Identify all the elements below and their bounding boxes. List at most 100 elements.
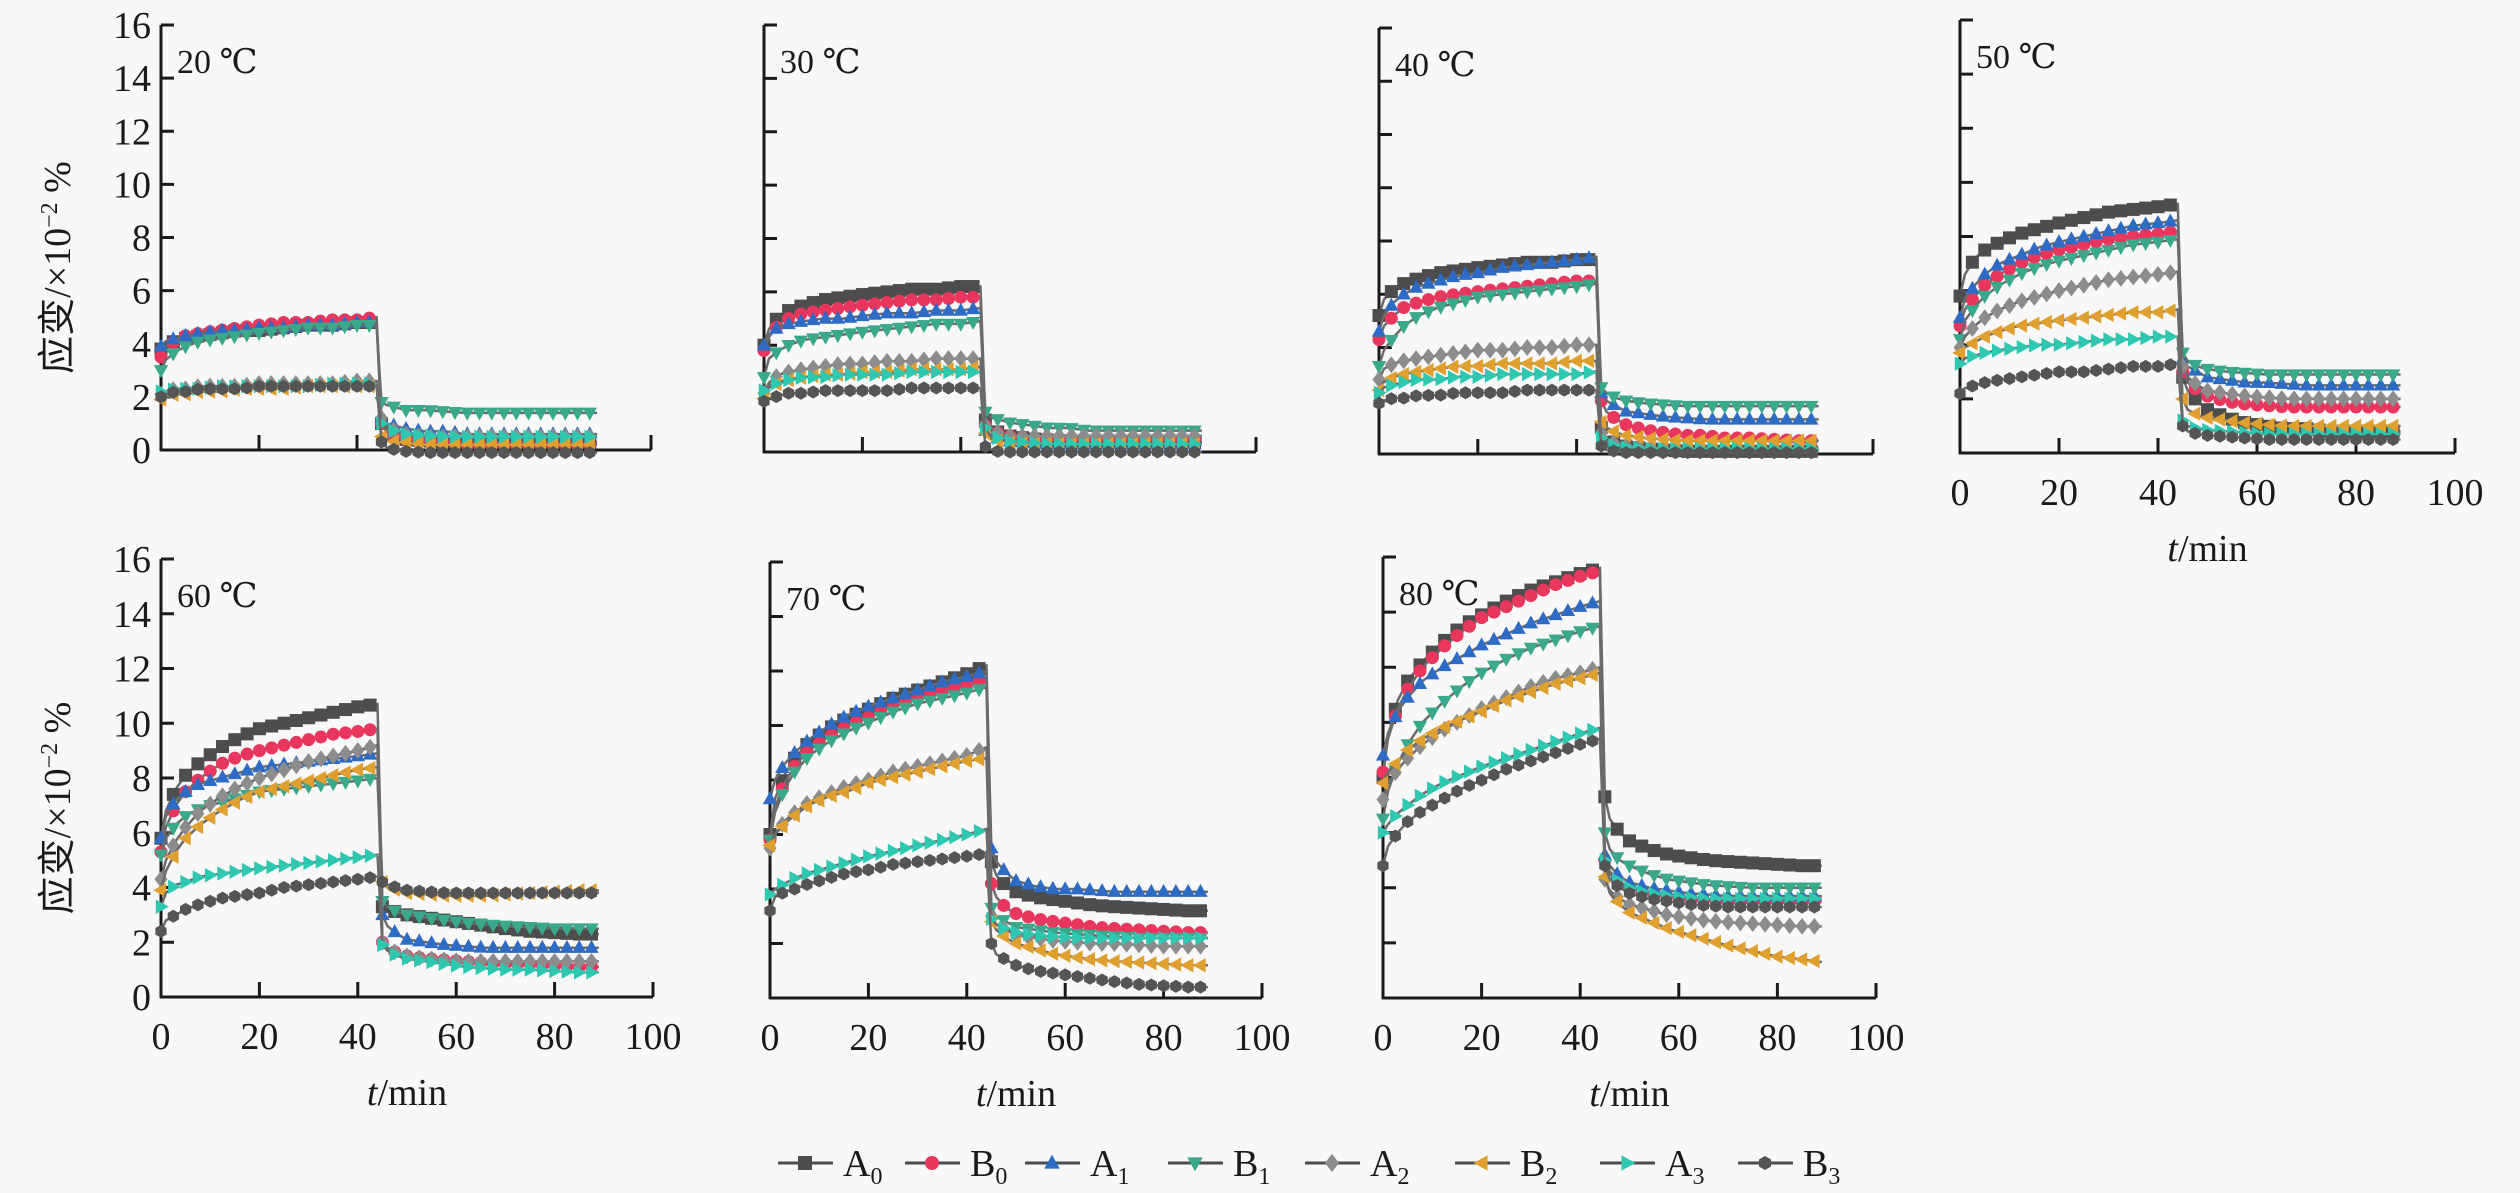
data-point: [2002, 274, 2017, 288]
data-point: [1533, 339, 1547, 356]
data-point: [1047, 966, 1059, 980]
data-point: [1643, 398, 1658, 412]
data-point: [842, 309, 858, 323]
data-point: [836, 709, 851, 723]
data-point: [2075, 310, 2089, 325]
data-point: [2014, 268, 2030, 282]
data-point: [386, 401, 401, 415]
data-point: [775, 789, 790, 803]
data-point: [500, 962, 514, 977]
data-point: [1683, 928, 1697, 943]
legend: A0 B0 A1 B1 A2 B2 A3 B3: [778, 1143, 1840, 1190]
data-point: [401, 883, 413, 897]
data-point: [898, 702, 913, 716]
data-point: [1425, 651, 1439, 665]
data-point: [2027, 223, 2041, 237]
data-point: [942, 281, 955, 295]
data-point: [574, 965, 587, 980]
data-point: [850, 852, 864, 867]
x-tick-label: 100: [625, 1016, 682, 1058]
data-point: [1522, 366, 1535, 382]
data-point: [227, 766, 242, 780]
data-point: [277, 738, 291, 752]
data-point: [2375, 432, 2387, 446]
data-point: [764, 887, 778, 902]
data-point: [1176, 445, 1188, 459]
y-tick-label: 10: [113, 164, 151, 206]
data-point: [461, 938, 476, 952]
data-point: [190, 336, 205, 350]
data-point: [522, 939, 538, 953]
data-point: [1733, 914, 1747, 932]
data-point: [1483, 262, 1498, 276]
data-point: [1977, 290, 1992, 304]
data-point: [387, 924, 402, 938]
data-point: [288, 323, 303, 337]
data-point: [1741, 433, 1755, 448]
legend-item-B0: B0: [905, 1143, 1007, 1190]
y-tick-label: 16: [113, 5, 151, 47]
data-point: [229, 864, 243, 879]
data-point: [239, 789, 253, 804]
legend-marker: [1187, 1157, 1203, 1172]
data-point: [918, 381, 930, 395]
data-point: [953, 318, 968, 332]
data-point: [178, 341, 193, 355]
data-point: [2361, 390, 2375, 408]
data-point: [1395, 366, 1409, 382]
data-point: [202, 810, 216, 825]
data-point: [302, 878, 315, 892]
data-point: [892, 322, 907, 336]
data-point: [437, 429, 451, 444]
data-point: [1758, 915, 1772, 933]
data-point: [1730, 411, 1745, 425]
data-point: [955, 364, 969, 380]
data-point: [947, 690, 962, 704]
data-point: [885, 706, 901, 720]
x-tick-label: 20: [849, 1017, 887, 1059]
data-point: [389, 947, 403, 962]
data-point: [2113, 220, 2129, 234]
data-point: [559, 923, 575, 937]
data-point: [548, 952, 562, 970]
data-point: [855, 326, 870, 340]
data-point: [844, 384, 856, 398]
panel-1: 0 2 4 6 8 10 12 14 16 20 ℃: [113, 5, 653, 472]
data-point: [2003, 372, 2016, 386]
data-point: [799, 733, 815, 747]
data-point: [1389, 829, 1401, 843]
legend-label: A2: [1370, 1143, 1409, 1190]
data-point: [2348, 369, 2364, 383]
data-point: [1586, 660, 1600, 678]
data-point: [2115, 361, 2127, 375]
data-point: [762, 838, 776, 853]
data-point: [1461, 709, 1475, 724]
data-point: [2325, 432, 2337, 446]
data-point: [1143, 956, 1157, 971]
data-point: [1779, 411, 1794, 425]
data-point: [998, 951, 1010, 965]
data-point: [216, 740, 229, 754]
data-point: [2163, 198, 2177, 212]
data-point: [1058, 894, 1072, 908]
data-point: [1643, 406, 1658, 420]
data-point: [214, 802, 228, 817]
data-point: [2051, 313, 2065, 328]
data-point: [1434, 346, 1448, 364]
data-point: [1803, 433, 1817, 448]
data-point: [560, 952, 574, 970]
data-point: [973, 823, 987, 839]
data-point: [1157, 979, 1170, 993]
data-point: [1375, 775, 1389, 791]
data-point: [922, 695, 938, 709]
legend-marker: [798, 1156, 812, 1170]
data-point: [1610, 852, 1625, 866]
data-point: [886, 763, 900, 781]
data-point: [1557, 282, 1572, 296]
y-tick-label: 14: [113, 594, 151, 636]
data-point: [1557, 253, 1572, 267]
data-point: [1520, 257, 1535, 271]
data-point: [473, 939, 488, 953]
data-point: [399, 909, 415, 923]
data-point: [240, 774, 254, 792]
